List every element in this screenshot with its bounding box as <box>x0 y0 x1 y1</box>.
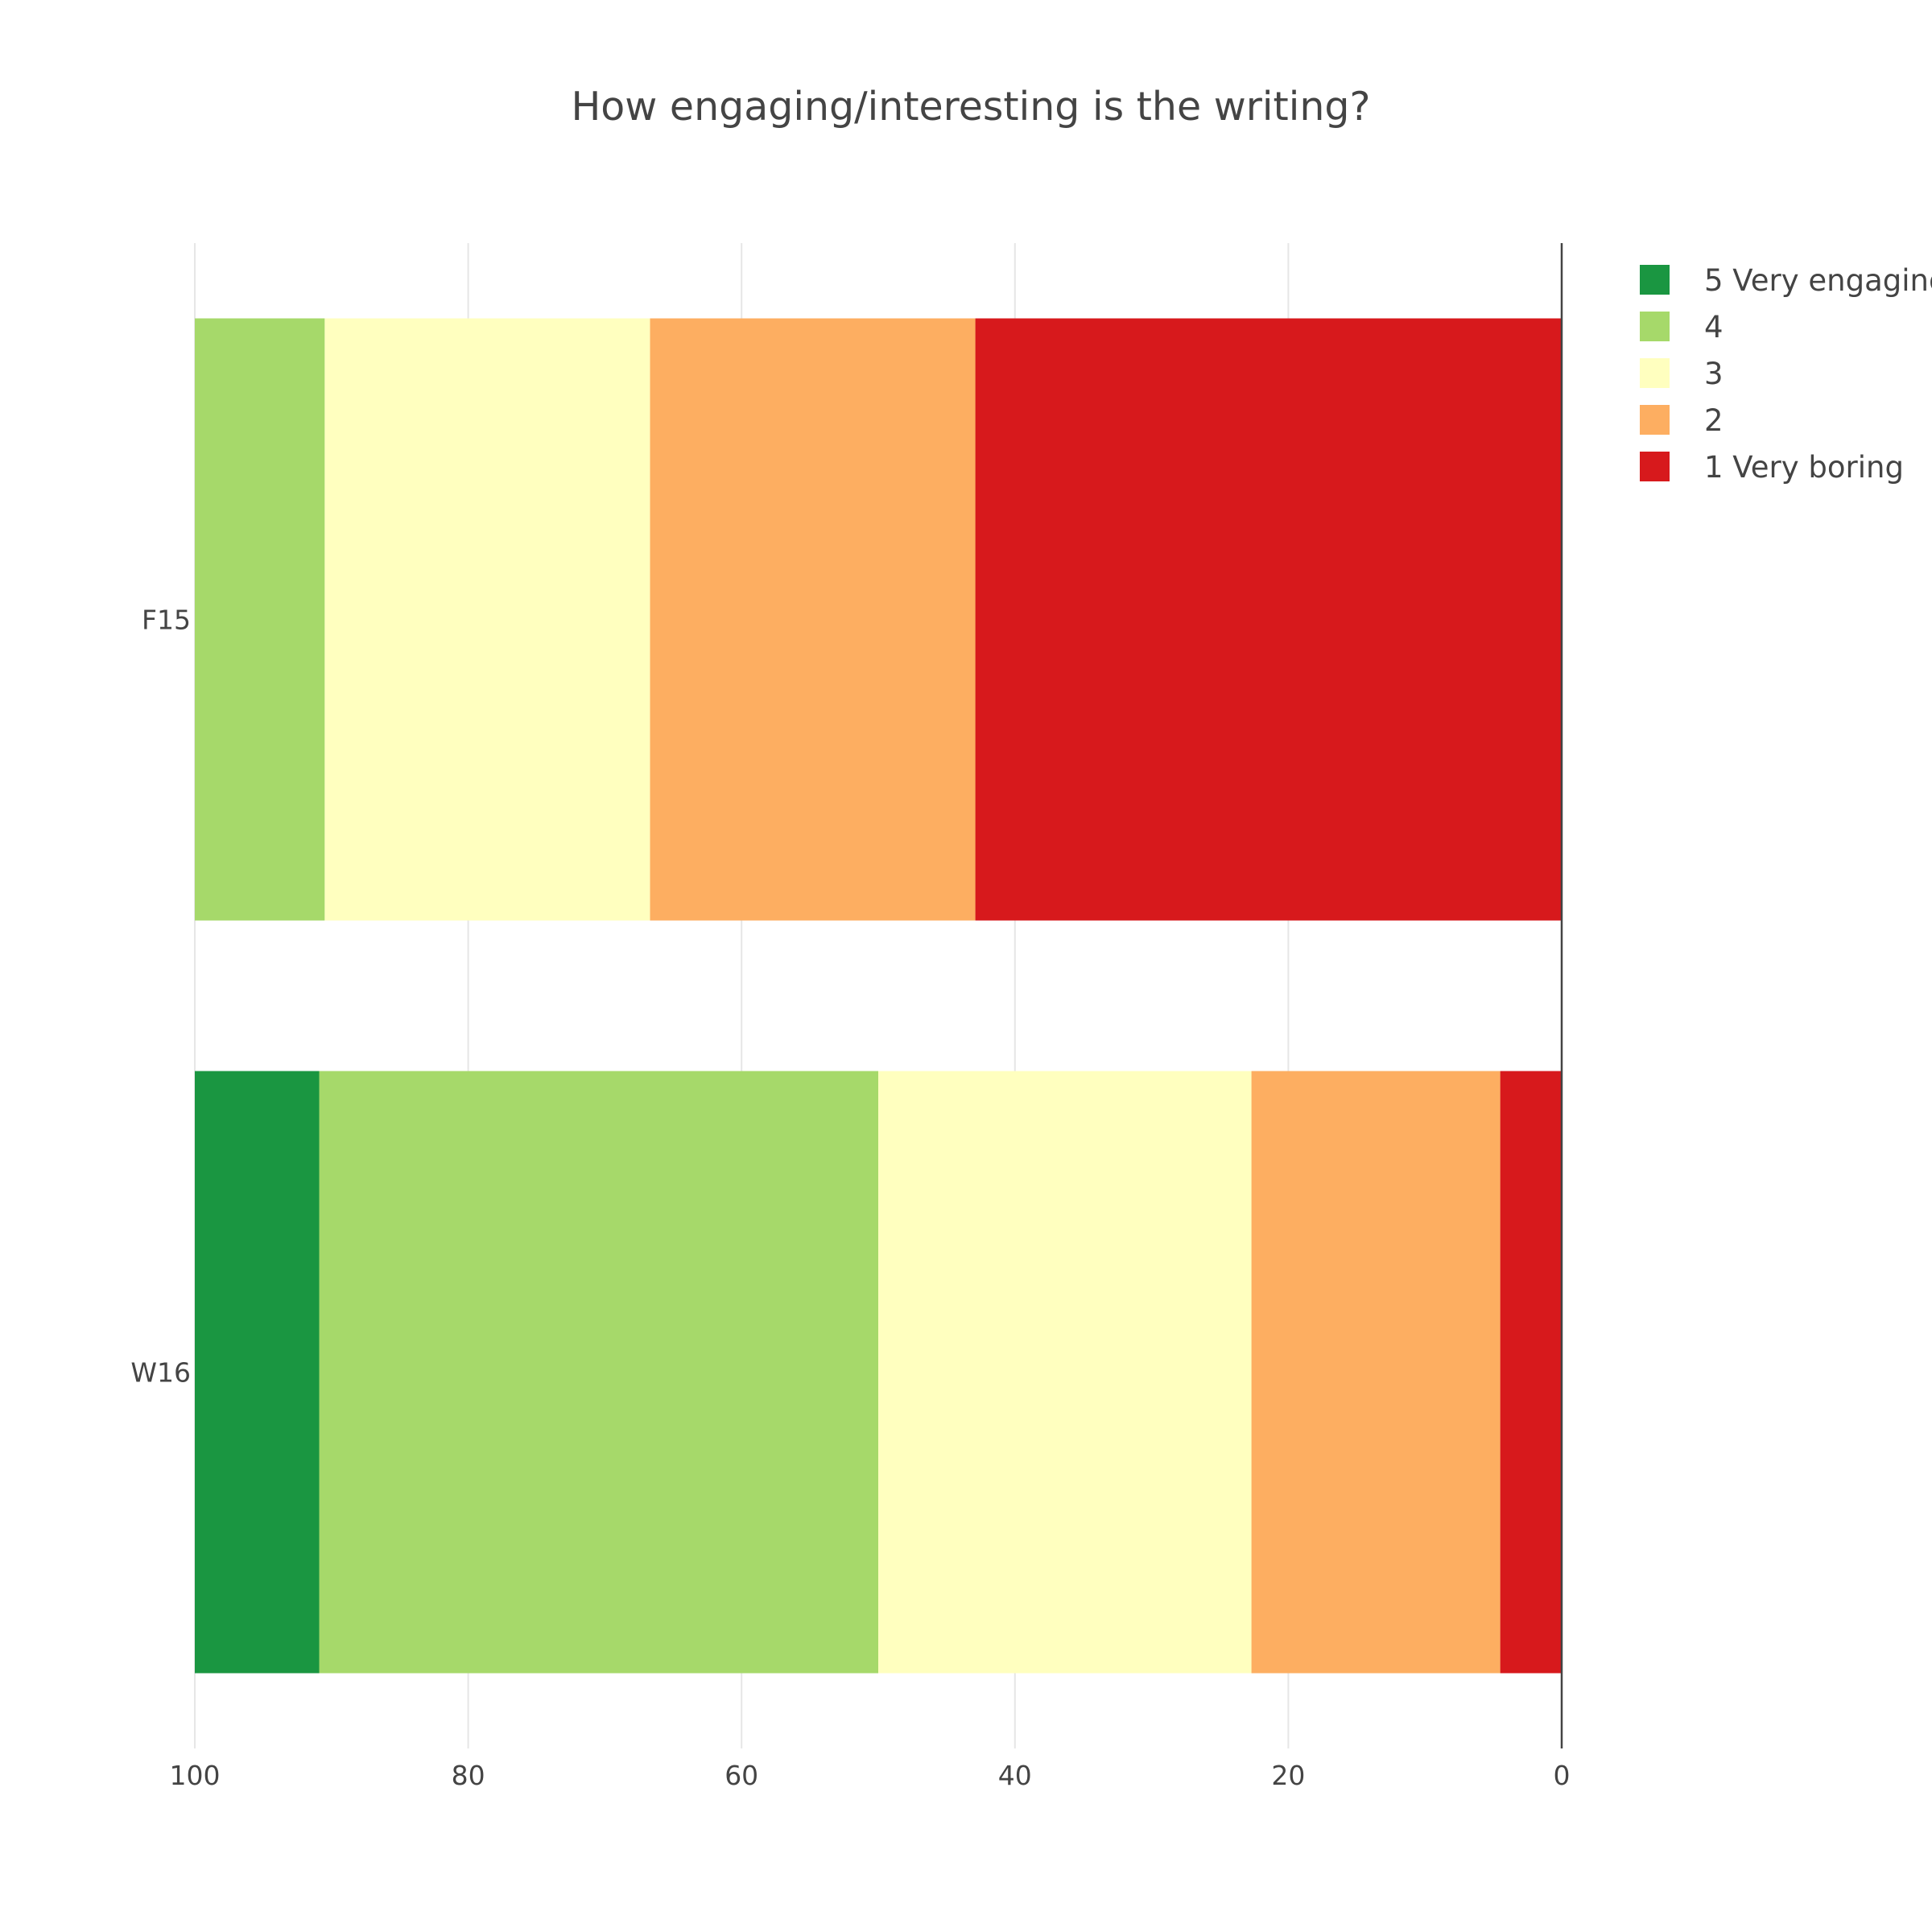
bar-F15-series-0 <box>975 318 1562 921</box>
legend-swatch-0 <box>1640 265 1670 295</box>
y-tick-label-F15: F15 <box>142 605 191 636</box>
bar-F15-series-3 <box>195 318 325 921</box>
bar-W16-series-2 <box>878 1071 1252 1674</box>
x-tick-label-40: 40 <box>998 1760 1032 1791</box>
legend-swatch-3 <box>1640 405 1670 435</box>
x-axis-ticks: 100 80 60 40 20 0 <box>170 1760 1571 1791</box>
legend-swatch-1 <box>1640 312 1670 341</box>
y-tick-label-W16: W16 <box>130 1357 191 1389</box>
bar-F15-series-2 <box>324 318 650 921</box>
chart-title: How engaging/interesting is the writing? <box>571 84 1370 130</box>
bar-W16-series-1 <box>1251 1071 1501 1674</box>
bar-W16-series-0 <box>1500 1071 1562 1674</box>
x-tick-label-60: 60 <box>724 1760 758 1791</box>
x-tick-label-0: 0 <box>1554 1760 1571 1791</box>
bars <box>195 318 1562 1674</box>
y-axis-ticks: F15 W16 <box>130 605 191 1389</box>
x-tick-label-100: 100 <box>170 1760 221 1791</box>
x-tick-label-80: 80 <box>452 1760 485 1791</box>
legend[interactable]: 5 Very engaging 4 3 2 1 Very boring <box>1640 263 1932 485</box>
bar-W16-series-4 <box>195 1071 320 1674</box>
legend-swatch-4 <box>1640 452 1670 481</box>
legend-label-4: 1 Very boring <box>1704 450 1904 485</box>
legend-label-0: 5 Very engaging <box>1704 263 1932 298</box>
legend-label-3: 2 <box>1704 403 1724 438</box>
legend-label-2: 3 <box>1704 357 1724 391</box>
legend-label-1: 4 <box>1704 310 1724 345</box>
legend-swatch-2 <box>1640 358 1670 388</box>
bar-W16-series-3 <box>319 1071 878 1674</box>
bar-F15-series-1 <box>650 318 976 921</box>
x-tick-label-20: 20 <box>1271 1760 1305 1791</box>
